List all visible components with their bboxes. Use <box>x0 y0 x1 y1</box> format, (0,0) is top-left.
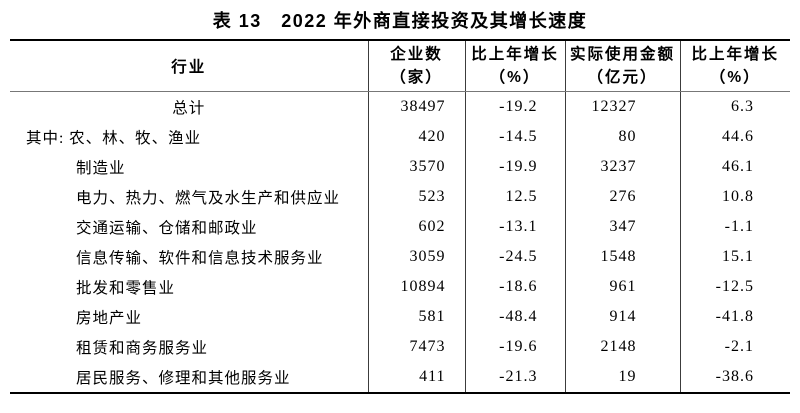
value-cell: 581 <box>368 302 466 332</box>
industry-cell: 租赁和商务服务业 <box>10 332 369 362</box>
value-cell: 602 <box>368 212 466 242</box>
value-cell: 347 <box>565 212 681 242</box>
value-cell: 10.8 <box>722 188 754 205</box>
value-cell: 12327 <box>565 91 681 122</box>
value-cell: -19.2 <box>465 91 566 122</box>
value-cell: -1.1 <box>724 218 754 235</box>
table-title: 表 13 2022 年外商直接投资及其增长速度 <box>212 11 588 31</box>
table-row: 电力、热力、燃气及水生产和供应业 523 12.5 276 10.8 <box>10 182 790 212</box>
table-row: 交通运输、仓储和邮政业 602 -13.1 347 -1.1 <box>10 212 790 242</box>
value-cell: 420 <box>368 122 466 152</box>
header-growth-amount-line1: 比上年增长 <box>691 46 779 63</box>
value-cell: 80 <box>565 122 681 152</box>
industry-cell: 总计 <box>10 91 369 122</box>
value-cell: 12.5 <box>465 182 566 212</box>
value-cell: 961 <box>565 272 681 302</box>
table-row: 租赁和商务服务业 7473 -19.6 2148 -2.1 <box>10 332 790 362</box>
industry-cell: 交通运输、仓储和邮政业 <box>10 212 369 242</box>
value-cell: -18.6 <box>465 272 566 302</box>
value-cell: 3570 <box>368 152 466 182</box>
value-cell: -41.8 <box>715 308 754 325</box>
industry-cell: 电力、热力、燃气及水生产和供应业 <box>10 182 369 212</box>
industry-cell: 其中: 农、林、牧、渔业 <box>10 122 369 152</box>
industry-cell: 房地产业 <box>10 302 369 332</box>
value-cell: 2148 <box>565 332 681 362</box>
value-cell: -21.3 <box>465 362 566 393</box>
value-cell: 523 <box>368 182 466 212</box>
value-cell: 44.6 <box>722 128 754 145</box>
fdi-table: 行业 企业数 （家） 比上年增长 （%） 实际使用金额 （亿元） 比上年增长 （… <box>10 39 790 394</box>
industry-cell: 信息传输、软件和信息技术服务业 <box>10 242 369 272</box>
value-cell: -19.9 <box>465 152 566 182</box>
header-enterprises-line2: （家） <box>390 69 443 86</box>
table-row: 其中: 农、林、牧、渔业 420 -14.5 80 44.6 <box>10 122 790 152</box>
industry-cell: 居民服务、修理和其他服务业 <box>10 362 369 393</box>
header-industry: 行业 <box>10 40 369 92</box>
industry-cell: 批发和零售业 <box>10 272 369 302</box>
value-cell: 411 <box>368 362 466 393</box>
header-utilized-amount-line2: （亿元） <box>587 69 658 86</box>
value-cell: 7473 <box>368 332 466 362</box>
header-growth-enterprises: 比上年增长 （%） <box>465 40 566 92</box>
table-row: 房地产业 581 -48.4 914 -41.8 <box>10 302 790 332</box>
industry-cell: 制造业 <box>10 152 369 182</box>
header-enterprises-line1: 企业数 <box>390 46 443 63</box>
header-growth-amount-line2: （%） <box>709 69 761 86</box>
value-cell: 276 <box>565 182 681 212</box>
value-cell: 46.1 <box>722 158 754 175</box>
value-cell: 38497 <box>368 91 466 122</box>
header-growth-enterprises-line2: （%） <box>489 69 541 86</box>
value-cell: -14.5 <box>465 122 566 152</box>
table-row: 信息传输、软件和信息技术服务业 3059 -24.5 1548 15.1 <box>10 242 790 272</box>
value-cell: 15.1 <box>722 248 754 265</box>
header-growth-amount: 比上年增长 （%） <box>680 40 790 92</box>
value-cell: 914 <box>565 302 681 332</box>
table-row: 批发和零售业 10894 -18.6 961 -12.5 <box>10 272 790 302</box>
value-cell: -24.5 <box>465 242 566 272</box>
table-row: 制造业 3570 -19.9 3237 46.1 <box>10 152 790 182</box>
table-row: 总计 38497 -19.2 12327 6.3 <box>10 91 790 122</box>
value-cell: 19 <box>565 362 681 393</box>
table-header-row: 行业 企业数 （家） 比上年增长 （%） 实际使用金额 （亿元） 比上年增长 （… <box>10 40 790 92</box>
value-cell: -2.1 <box>724 338 754 355</box>
header-utilized-amount: 实际使用金额 （亿元） <box>565 40 681 92</box>
header-utilized-amount-line1: 实际使用金额 <box>569 46 675 63</box>
value-cell: 1548 <box>565 242 681 272</box>
header-enterprises: 企业数 （家） <box>368 40 466 92</box>
header-growth-enterprises-line1: 比上年增长 <box>471 46 559 63</box>
value-cell: 3237 <box>565 152 681 182</box>
value-cell: -48.4 <box>465 302 566 332</box>
value-cell: -12.5 <box>715 278 754 295</box>
value-cell: -19.6 <box>465 332 566 362</box>
table-row: 居民服务、修理和其他服务业 411 -21.3 19 -38.6 <box>10 362 790 393</box>
value-cell: -13.1 <box>465 212 566 242</box>
value-cell: 6.3 <box>731 98 754 115</box>
value-cell: 3059 <box>368 242 466 272</box>
value-cell: 10894 <box>368 272 466 302</box>
value-cell: -38.6 <box>715 368 754 385</box>
